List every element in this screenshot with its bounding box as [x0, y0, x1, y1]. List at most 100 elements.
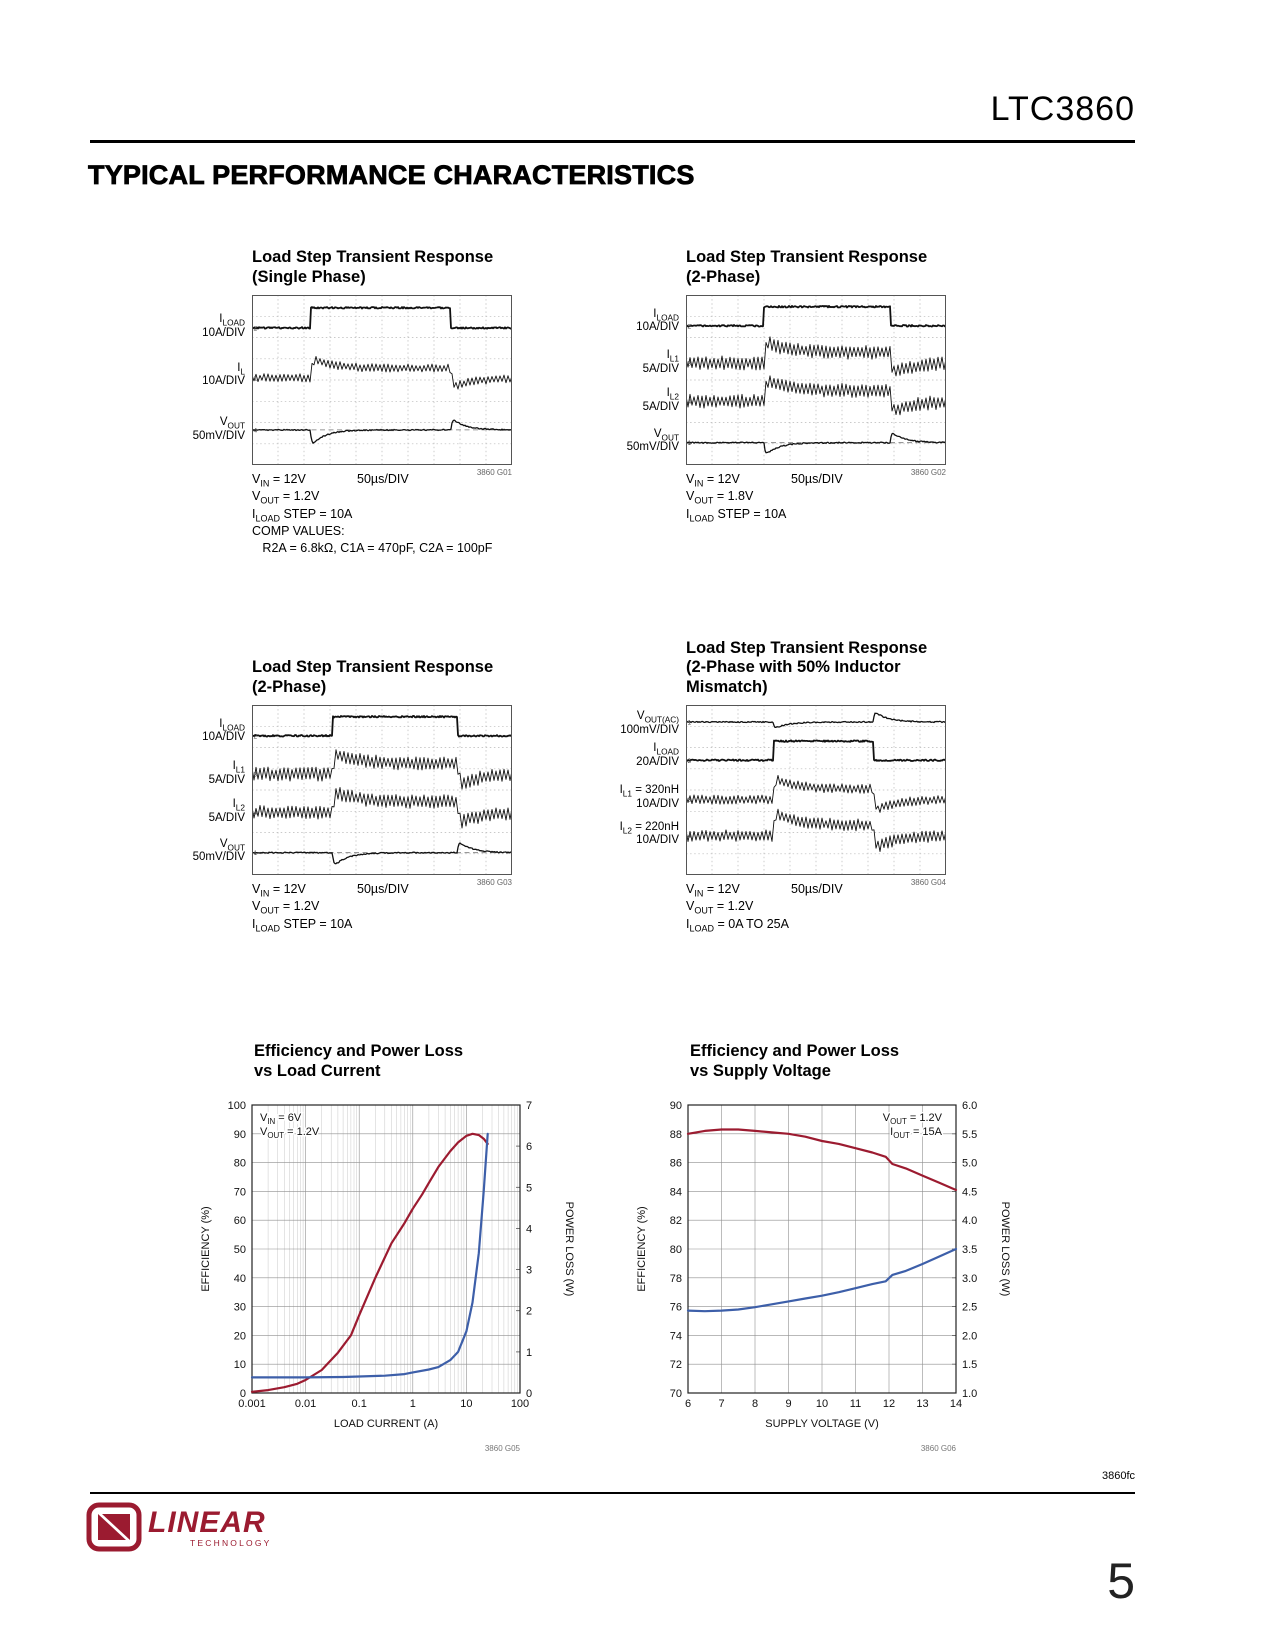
svg-text:30: 30: [234, 1302, 246, 1314]
chart-area-5: 0.001 0.01 0.1 1 10 100 0 10 20 30 40 50 60 70 80 90 100…: [196, 1089, 576, 1462]
scope-trace-2: [685, 336, 947, 377]
caption-line: VOUT = 1.2V: [252, 488, 537, 505]
svg-text:3.0: 3.0: [962, 1273, 977, 1285]
caption-text: ILOAD STEP = 10A: [686, 506, 787, 523]
svg-text:5.5: 5.5: [962, 1129, 977, 1141]
plot-title-line: Load Step Transient Response: [252, 248, 494, 267]
svg-text:2: 2: [254, 733, 258, 740]
caption-line: VIN = 12V 50µs/DIV: [252, 471, 537, 488]
scope-area-3: ILOAD 10A/DIV IL1 5A/DIV IL2 5A/DIV VOUT 50mV/D…: [160, 705, 532, 933]
trace-label: IL2 = 220nH 10A/DIV: [619, 820, 679, 847]
plot-title-line: Efficiency and Power Loss: [254, 1042, 464, 1061]
scope-captions: 3860 G01 VIN = 12V 50µs/DIV VOUT = 1.2V ILOA…: [252, 468, 537, 557]
svg-text:IOUT = 15A: IOUT = 15A: [890, 1126, 943, 1140]
caption-line: R2A = 6.8kΩ, C1A = 470pF, C2A = 100pF: [252, 540, 537, 557]
svg-text:84: 84: [670, 1186, 682, 1198]
chart-area-6: 6 7 8 9 10 11 12 13 14 70 72 74 76 78 80 82 84 86 88 90 1.0 1…: [632, 1089, 1012, 1462]
trace-label: ILOAD 20A/DIV: [636, 741, 679, 768]
svg-text:80: 80: [234, 1158, 246, 1170]
chart-panel-6: Efficiency and Power Loss vs Supply Volt…: [632, 1038, 1012, 1462]
caption-line: VIN = 12V 50µs/DIV: [686, 881, 971, 898]
scope-trace-2: [251, 356, 513, 390]
svg-text:4: 4: [526, 1223, 532, 1235]
svg-text:3.5: 3.5: [962, 1244, 977, 1256]
linear-technology-logo: LINEAR TECHNOLOGY: [86, 1502, 272, 1552]
svg-text:82: 82: [670, 1215, 682, 1227]
svg-text:4.5: 4.5: [962, 1186, 977, 1198]
caption-text: VOUT = 1.2V: [252, 899, 320, 916]
svg-text:10: 10: [234, 1359, 246, 1371]
trace-label: ILOAD 10A/DIV: [636, 307, 679, 334]
scope-label-column: ILOAD 10A/DIV IL1 5A/DIV IL2 5A/DIV VOUT 50mV/D…: [594, 295, 686, 465]
svg-text:7: 7: [718, 1398, 724, 1410]
scope-g01: ILOAD 10A/DIV IL 10A/DIV VOUT 50mV/DIV 2 1 4: [160, 295, 532, 465]
series-power-loss: [686, 1247, 958, 1313]
caption-text: COMP VALUES:: [252, 523, 345, 538]
page-number: 5: [1107, 1553, 1135, 1609]
svg-text:2.0: 2.0: [962, 1330, 977, 1342]
graph-id: 3860 G02: [910, 468, 946, 477]
section-title: TYPICAL PERFORMANCE CHARACTERISTICS: [88, 160, 695, 191]
plot-title: Load Step Transient Response (2-Phase wi…: [686, 639, 966, 698]
svg-text:1.0: 1.0: [962, 1388, 977, 1400]
svg-text:SUPPLY VOLTAGE (V): SUPPLY VOLTAGE (V): [765, 1418, 879, 1430]
svg-text:2: 2: [526, 1306, 532, 1318]
svg-text:2: 2: [254, 325, 258, 332]
svg-text:86: 86: [670, 1158, 682, 1170]
svg-text:70: 70: [670, 1388, 682, 1400]
series-efficiency: [686, 1128, 958, 1192]
scope-trace-3: [251, 419, 513, 444]
trace-label: IL1 5A/DIV: [208, 760, 245, 786]
scope-g03: ILOAD 10A/DIV IL1 5A/DIV IL2 5A/DIV VOUT 50mV/D…: [160, 705, 532, 875]
scope-trace-2: [685, 739, 947, 762]
graph-id: 3860 G04: [910, 878, 946, 887]
scope-captions: 3860 G03 VIN = 12V 50µs/DIV VOUT = 1.2V ILOA…: [252, 878, 537, 933]
caption-text: ILOAD = 0A TO 25A: [686, 916, 789, 933]
svg-text:1: 1: [254, 375, 258, 382]
trace-label: VOUT(AC) 100mV/DIV: [620, 710, 679, 736]
scope-label-column: ILOAD 10A/DIV IL1 5A/DIV IL2 5A/DIV VOUT 50mV/D…: [160, 705, 252, 875]
caption-line: ILOAD = 0A TO 25A: [686, 916, 971, 933]
scope-area-4: VOUT(AC) 100mV/DIV ILOAD 20A/DIV IL1 = 320nH…: [594, 705, 966, 933]
scope-panel-1: Load Step Transient Response (Single Pha…: [160, 230, 532, 557]
logo-text: LINEAR TECHNOLOGY: [148, 1502, 272, 1549]
svg-text:4: 4: [688, 833, 692, 840]
plot-title-line: Mismatch): [686, 678, 768, 697]
svg-text:60: 60: [234, 1215, 246, 1227]
scope-label-column: ILOAD 10A/DIV IL 10A/DIV VOUT 50mV/DIV: [160, 295, 252, 465]
scope-trace-1: [685, 305, 947, 328]
caption-text: ILOAD STEP = 10A: [252, 506, 353, 523]
svg-text:1: 1: [688, 440, 692, 447]
svg-text:3860 G06: 3860 G06: [921, 1444, 957, 1453]
graph-id: 3860 G03: [476, 878, 512, 887]
svg-text:POWER LOSS (W): POWER LOSS (W): [563, 1202, 574, 1297]
svg-text:VOUT = 1.2V: VOUT = 1.2V: [883, 1112, 943, 1126]
svg-text:76: 76: [670, 1302, 682, 1314]
svg-text:9: 9: [785, 1398, 791, 1410]
plot-title: Efficiency and Power Loss vs Load Curren…: [254, 1038, 576, 1082]
plot-title-line: (2-Phase): [686, 268, 761, 287]
plot-title-line: Load Step Transient Response: [686, 248, 928, 267]
plot-title-line: vs Supply Voltage: [690, 1062, 831, 1081]
caption-line: VIN = 12V 50µs/DIV: [252, 881, 537, 898]
caption-text: VIN = 12V: [252, 882, 306, 899]
svg-text:1: 1: [688, 720, 692, 727]
trace-label: VOUT 50mV/DIV: [192, 415, 245, 442]
svg-text:12: 12: [883, 1398, 895, 1410]
caption-line: ILOAD STEP = 10A: [252, 506, 537, 523]
svg-text:2: 2: [688, 323, 692, 330]
svg-text:EFFICIENCY (%): EFFICIENCY (%): [200, 1206, 212, 1291]
plot-title: Load Step Transient Response (2-Phase): [252, 640, 532, 698]
trace-label: IL2 5A/DIV: [208, 798, 245, 825]
plot-title-line: (Single Phase): [252, 268, 366, 287]
scope-trace-1: [251, 715, 513, 738]
plot-title: Load Step Transient Response (Single Pha…: [252, 230, 532, 288]
svg-text:10: 10: [460, 1398, 472, 1410]
svg-text:8: 8: [752, 1398, 758, 1410]
chart-3860-G06: 6 7 8 9 10 11 12 13 1470727476788082848688901.01…: [636, 1100, 1011, 1453]
svg-text:1.5: 1.5: [962, 1359, 977, 1371]
svg-text:VIN = 6V: VIN = 6V: [260, 1112, 302, 1126]
caption-text: VOUT = 1.2V: [252, 489, 320, 506]
chart-panel-5: Efficiency and Power Loss vs Load Curren…: [196, 1038, 576, 1462]
scope-trace-3: [251, 786, 513, 829]
